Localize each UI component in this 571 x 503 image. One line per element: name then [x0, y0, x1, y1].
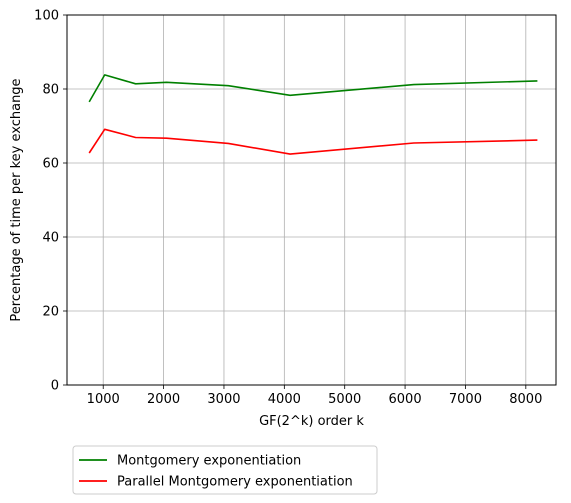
legend: Montgomery exponentiation Parallel Montg…: [72, 445, 378, 495]
y-tick-label: 0: [51, 379, 59, 394]
plot-area-frame: [66, 14, 557, 386]
legend-label-montgomery: Montgomery exponentiation: [117, 454, 301, 469]
x-tick-label: 6000: [389, 392, 422, 407]
y-tick-label: 80: [42, 83, 59, 98]
y-axis-label: Percentage of time per key exchange: [9, 78, 24, 321]
series-lines: [88, 74, 538, 155]
y-tick-label: 100: [34, 9, 59, 24]
x-tick-label: 3000: [207, 392, 240, 407]
legend-box: [72, 445, 378, 495]
series-line-parallel-montgomery: [88, 128, 538, 155]
y-tick-label: 60: [42, 157, 59, 172]
legend-label-parallel-montgomery: Parallel Montgomery exponentiation: [117, 475, 353, 490]
x-tick-label: 2000: [147, 392, 180, 407]
x-tick-label: 8000: [509, 392, 542, 407]
y-tick-label: 40: [42, 231, 59, 246]
x-tick-label: 4000: [268, 392, 301, 407]
x-tick-label: 1000: [87, 392, 120, 407]
x-tick-label: 5000: [328, 392, 361, 407]
x-axis-label: GF(2^k) order k: [259, 414, 364, 429]
x-tick-label: 7000: [449, 392, 482, 407]
grid: [67, 14, 556, 386]
y-tick-label: 20: [42, 305, 59, 320]
series-line-montgomery: [88, 74, 538, 103]
axis-ticks: 1000 2000 3000 4000 5000 6000 7000 8000 0 20 40 60 8…: [34, 9, 542, 408]
